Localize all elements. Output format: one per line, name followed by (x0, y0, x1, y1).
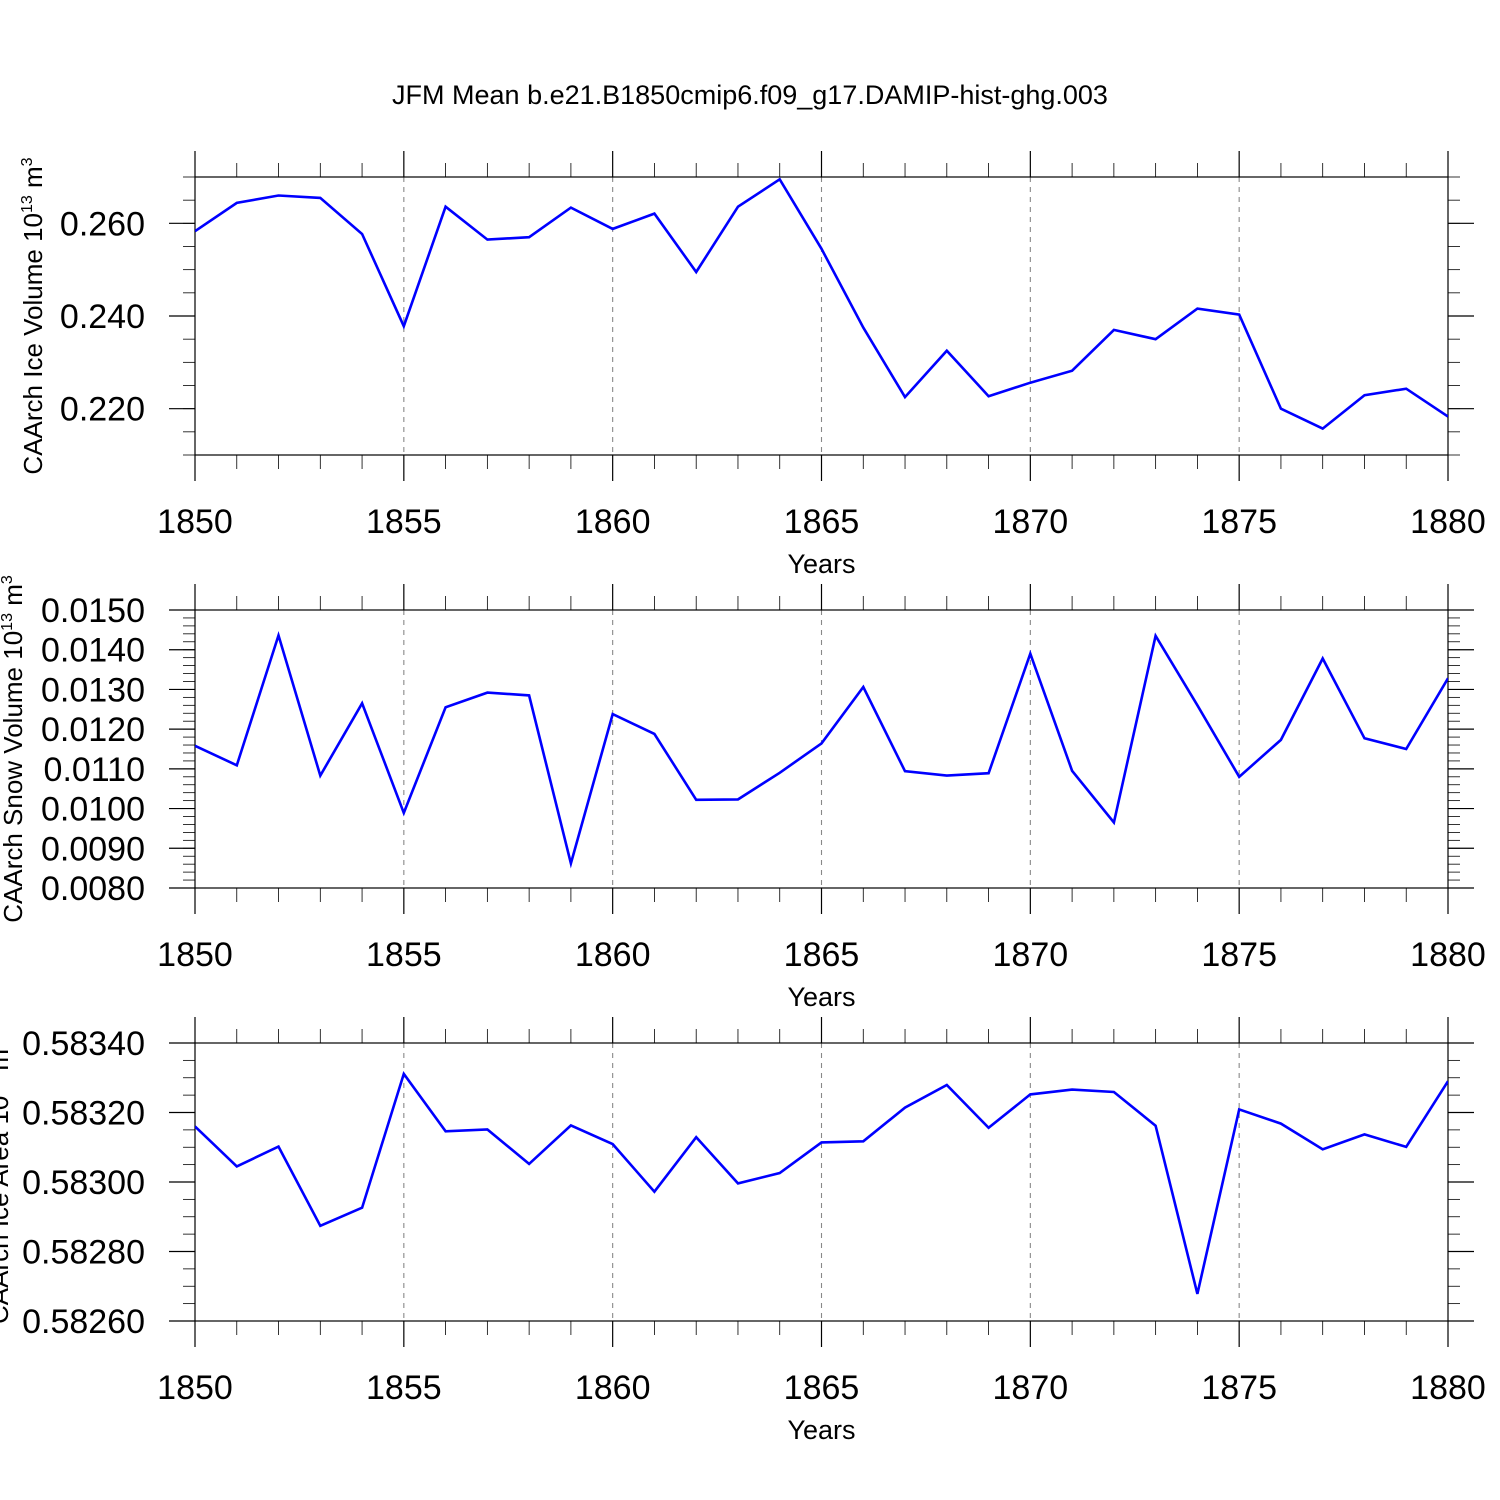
x-tick-label: 1875 (1201, 1369, 1277, 1407)
x-tick-label: 1850 (157, 503, 233, 541)
y-tick-label: 0.58320 (22, 1095, 145, 1133)
y-tick-label: 0.0080 (41, 870, 145, 908)
y-tick-label: 0.260 (60, 205, 145, 243)
x-tick-label: 1875 (1201, 936, 1277, 974)
x-tick-label: 1860 (575, 936, 651, 974)
x-tick-label: 1865 (784, 503, 860, 541)
series-line (195, 631, 1448, 869)
x-tick-label: 1855 (366, 503, 442, 541)
panel-2: 1850 1855 1860 1865 1870 1875 1880Years0.00800… (0, 575, 1486, 1012)
x-tick-label: 1880 (1410, 1369, 1486, 1407)
x-tick-label: 1850 (157, 1369, 233, 1407)
x-tick-label: 1855 (366, 936, 442, 974)
y-tick-label: 0.0130 (41, 671, 145, 709)
x-tick-label: 1870 (993, 503, 1069, 541)
x-tick-label: 1870 (993, 936, 1069, 974)
y-tick-label: 0.0150 (41, 592, 145, 630)
y-axis-label: CAArch Ice Volume 1013 m3 (18, 157, 48, 474)
y-tick-label: 0.0110 (44, 751, 145, 789)
x-tick-label: 1865 (784, 936, 860, 974)
x-tick-label: 1855 (366, 1369, 442, 1407)
y-tick-label: 0.0100 (41, 791, 145, 829)
x-tick-label: 1860 (575, 1369, 651, 1407)
y-tick-label: 0.58340 (22, 1025, 145, 1063)
chart-title: JFM Mean b.e21.B1850cmip6.f09_g17.DAMIP-… (392, 80, 1108, 110)
x-tick-label: 1880 (1410, 503, 1486, 541)
x-tick-label: 1865 (784, 1369, 860, 1407)
x-tick-label: 1870 (993, 1369, 1069, 1407)
panel-1: 1850 1855 1860 1865 1870 1875 1880 Years 0.220 0.… (18, 151, 1486, 579)
y-tick-label: 0.58280 (22, 1234, 145, 1272)
y-axis-label: CAArch Snow Volume 1013 m3 (0, 575, 28, 923)
y-tick-label: 0.0090 (41, 830, 145, 868)
y-tick-label: 0.220 (60, 391, 145, 429)
y-tick-label: 0.0120 (41, 711, 145, 749)
x-tick-label: 1860 (575, 503, 651, 541)
series-line (195, 1071, 1448, 1295)
x-tick-label: 1850 (157, 936, 233, 974)
x-axis-label: Years (787, 982, 855, 1012)
y-axis-label: CAArch Ice Area 1013 m2 (0, 1040, 14, 1324)
y-tick-label: 0.58260 (22, 1303, 145, 1341)
y-tick-label: 0.58300 (22, 1164, 145, 1202)
x-tick-label: 1875 (1201, 503, 1277, 541)
chart-panels: 1850 1855 1860 1865 1870 1875 1880 Years 0.220 0.… (0, 151, 1486, 1445)
y-tick-label: 0.0140 (41, 632, 145, 670)
series-line (195, 177, 1448, 431)
x-axis-label: Years (787, 549, 855, 579)
y-tick-label: 0.240 (60, 298, 145, 336)
panel-3: 1850 1855 1860 1865 1870 1875 1880 Years 0.58260… (0, 1017, 1486, 1445)
x-axis-label: Years (787, 1415, 855, 1445)
x-tick-label: 1880 (1410, 936, 1486, 974)
